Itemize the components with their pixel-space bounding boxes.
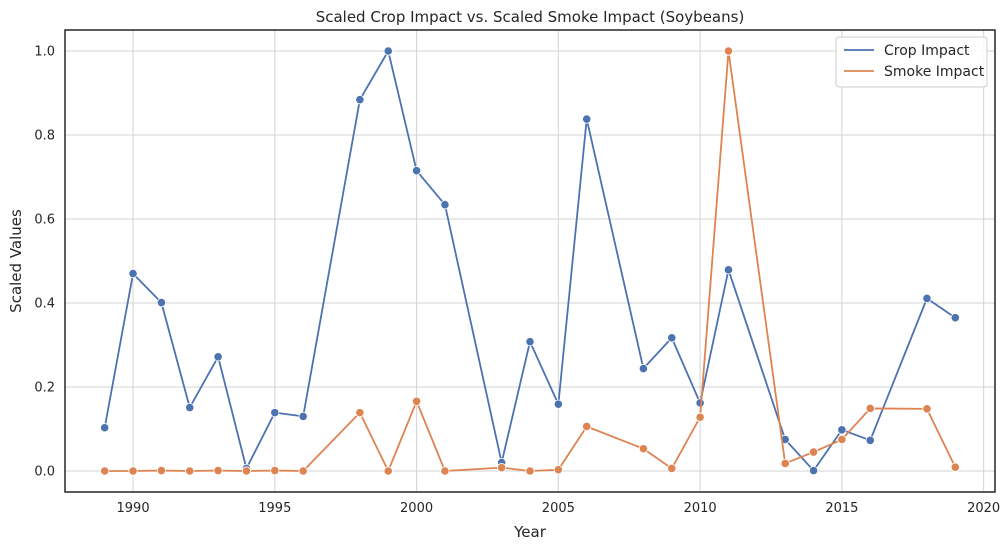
data-point-crop-impact [837,425,847,435]
data-point-smoke-impact [411,396,422,406]
data-point-crop-impact [298,411,308,421]
x-tick-label: 1995 [258,501,291,516]
data-point-smoke-impact [156,465,167,476]
data-point-smoke-impact [582,421,592,432]
data-point-crop-impact [808,465,819,476]
x-tick-label: 2010 [684,501,717,516]
data-point-crop-impact [213,352,223,362]
x-tick-label: 2020 [967,501,1000,516]
data-point-crop-impact [383,46,393,56]
plot-frame [64,29,996,493]
data-point-crop-impact [667,333,677,343]
legend-label-smoke-impact: Smoke Impact [884,64,985,80]
data-point-smoke-impact [723,46,734,56]
tick-layer: 1990 1995 2000 2005 2010 2015 2020 0.0 0.2 0.4 0.6… [34,45,1000,517]
data-point-smoke-impact [440,466,450,476]
chart-title: Scaled Crop Impact vs. Scaled Smoke Impa… [316,8,745,26]
data-point-smoke-impact [667,463,677,474]
data-point-crop-impact [638,363,649,374]
data-point-crop-impact [723,265,734,275]
y-tick-label: 0.0 [34,465,55,480]
x-tick-label: 2015 [825,501,858,516]
data-point-crop-impact [553,399,563,409]
data-point-smoke-impact [128,466,138,476]
y-tick-label: 0.2 [34,381,55,396]
grid-layer [65,30,995,492]
data-point-crop-impact [950,313,960,323]
data-point-smoke-impact [383,466,393,476]
data-point-smoke-impact [298,466,308,476]
data-point-smoke-impact [213,465,223,476]
data-point-smoke-impact [695,412,705,422]
data-point-smoke-impact [270,465,280,476]
data-point-smoke-impact [355,408,365,418]
data-point-smoke-impact [922,404,932,414]
data-point-crop-impact [525,337,535,347]
data-point-smoke-impact [185,466,195,476]
series-line-crop-impact [103,50,956,472]
x-tick-label: 2000 [400,501,433,516]
data-point-smoke-impact [100,466,110,476]
x-tick-label: 2005 [542,501,575,516]
data-point-crop-impact [156,297,167,308]
data-point-crop-impact [411,166,422,176]
data-point-crop-impact [355,95,365,105]
y-tick-label: 0.4 [34,297,55,312]
legend: Crop Impact Smoke Impact [835,36,988,88]
data-point-crop-impact [582,114,592,124]
series-layer [100,46,960,476]
y-tick-label: 0.6 [34,213,55,228]
y-tick-label: 0.8 [34,129,55,144]
data-point-smoke-impact [950,462,960,472]
data-point-crop-impact [922,293,932,303]
data-point-smoke-impact [780,458,790,469]
data-point-smoke-impact [553,465,563,475]
data-point-crop-impact [865,435,875,445]
data-point-smoke-impact [497,463,507,473]
series-crop-impact [100,46,960,476]
data-point-crop-impact [128,268,138,279]
data-point-smoke-impact [638,444,649,454]
series-smoke-impact [100,46,960,476]
legend-label-crop-impact: Crop Impact [884,43,970,59]
data-point-smoke-impact [241,466,252,476]
y-tick-label: 1.0 [34,45,55,60]
y-axis-title: Scaled Values [7,209,25,313]
data-point-crop-impact [440,200,450,210]
x-tick-label: 1990 [117,501,150,516]
data-point-smoke-impact [865,403,875,414]
data-point-smoke-impact [525,466,535,476]
data-point-crop-impact [185,402,195,413]
x-axis-title: Year [513,523,547,541]
data-point-smoke-impact [808,447,819,457]
data-point-crop-impact [100,423,110,433]
data-point-crop-impact [270,408,280,418]
series-line-smoke-impact [104,50,957,472]
data-point-smoke-impact [837,434,847,445]
